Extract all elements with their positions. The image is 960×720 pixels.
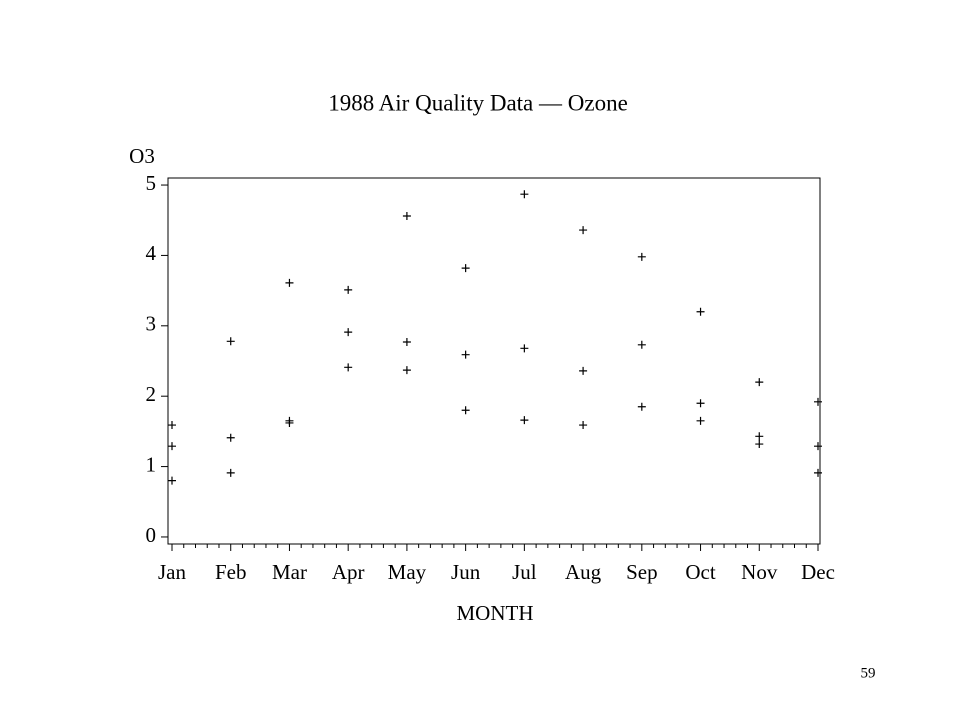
point xyxy=(402,337,411,346)
point xyxy=(461,406,470,415)
x-tick-label: Jul xyxy=(512,560,537,584)
point xyxy=(755,378,764,387)
y-tick-label: 3 xyxy=(146,312,157,336)
point xyxy=(814,442,822,451)
x-tick-label: Apr xyxy=(332,560,365,584)
point xyxy=(579,421,588,430)
point xyxy=(402,212,411,221)
chart-title: 1988 Air Quality Data — Ozone xyxy=(328,90,628,115)
y-tick-label: 5 xyxy=(146,171,157,195)
point xyxy=(637,402,646,411)
point xyxy=(637,340,646,349)
x-tick-label: Mar xyxy=(272,560,307,584)
point xyxy=(696,399,705,408)
point xyxy=(520,190,529,199)
point xyxy=(755,440,764,449)
point xyxy=(285,278,294,287)
point xyxy=(637,252,646,261)
point xyxy=(579,226,588,235)
point xyxy=(344,363,353,372)
x-tick-label: Feb xyxy=(215,560,247,584)
plot-frame xyxy=(167,177,821,545)
x-tick-label: May xyxy=(388,560,427,584)
point xyxy=(461,264,470,273)
x-tick-label: Jun xyxy=(451,560,481,584)
y-tick-label: 4 xyxy=(146,241,157,265)
point xyxy=(696,307,705,316)
point xyxy=(520,344,529,353)
point xyxy=(168,421,176,430)
point xyxy=(755,432,764,441)
point xyxy=(402,366,411,375)
y-axis-label: O3 xyxy=(129,144,155,168)
x-tick-label: Sep xyxy=(626,560,658,584)
y-tick-label: 1 xyxy=(146,452,157,476)
point xyxy=(168,442,176,451)
point xyxy=(226,337,235,346)
point xyxy=(814,468,822,477)
y-tick-label: 2 xyxy=(146,382,157,406)
x-tick-label: Jan xyxy=(158,560,186,584)
point xyxy=(696,416,705,425)
x-tick-label: Oct xyxy=(685,560,715,584)
point xyxy=(285,418,294,427)
point xyxy=(344,285,353,294)
point xyxy=(344,328,353,337)
point xyxy=(814,397,822,406)
x-tick-label: Dec xyxy=(801,560,835,584)
y-tick-label: 0 xyxy=(146,523,157,547)
x-tick-label: Aug xyxy=(565,560,602,584)
point xyxy=(226,468,235,477)
point xyxy=(226,433,235,442)
x-axis-label: MONTH xyxy=(457,601,534,625)
point xyxy=(579,366,588,375)
x-tick-label: Nov xyxy=(741,560,778,584)
point xyxy=(168,476,176,485)
point xyxy=(461,350,470,359)
point xyxy=(520,416,529,425)
page-number: 59 xyxy=(861,665,876,681)
